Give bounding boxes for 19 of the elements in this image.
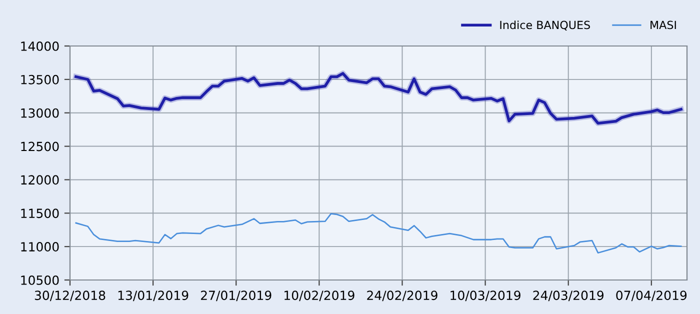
y-tick-label: 12000	[21, 175, 59, 185]
x-tick-label: 24/03/2019	[533, 290, 604, 302]
x-tick-label: 07/04/2019	[616, 290, 687, 302]
line-series	[75, 212, 682, 254]
y-tick-label: 13000	[21, 108, 59, 118]
x-tick-label: 24/02/2019	[367, 290, 438, 302]
legend-label: Indice BANQUES	[500, 20, 590, 30]
x-tick-label: 10/02/2019	[284, 290, 354, 302]
x-tick-label: 27/01/2019	[201, 290, 272, 302]
legend-label: MASI	[650, 20, 676, 30]
y-tick-label: 14000	[21, 41, 59, 51]
x-tick-label: 13/01/2019	[118, 290, 188, 302]
y-tick-label: 11000	[21, 242, 59, 252]
y-tick-label: 10500	[21, 275, 59, 285]
x-tick-label: 30/12/2018	[34, 290, 106, 302]
y-tick-label: 11500	[21, 208, 59, 218]
y-tick-label: 13500	[21, 74, 59, 84]
x-tick-label: 10/03/2019	[450, 290, 520, 302]
y-tick-label: 12500	[21, 142, 59, 152]
